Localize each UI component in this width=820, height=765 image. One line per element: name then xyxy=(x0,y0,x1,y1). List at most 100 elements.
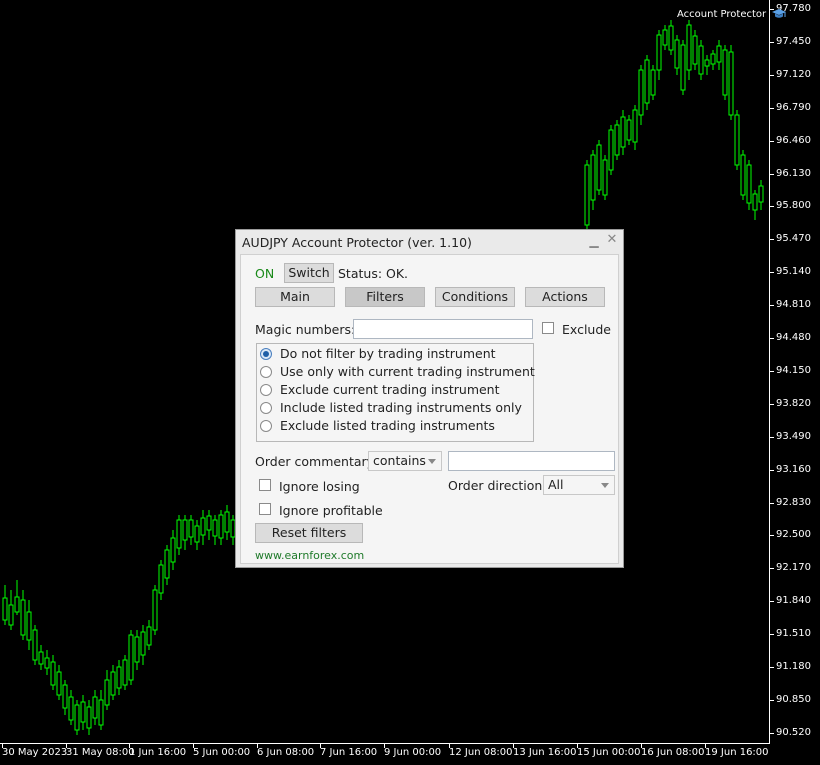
candle-body xyxy=(620,116,626,148)
candle-body xyxy=(746,164,752,204)
price-tick xyxy=(770,732,774,734)
candle-body xyxy=(722,49,728,96)
price-label: 97.450 xyxy=(776,35,811,47)
close-icon[interactable]: ✕ xyxy=(606,232,618,247)
time-label: 19 Jun 16:00 xyxy=(705,747,769,758)
minimize-icon[interactable]: ▁ xyxy=(589,234,599,248)
time-label: 12 Jun 08:00 xyxy=(449,747,513,758)
reset-filters-button[interactable]: Reset filters xyxy=(255,523,363,543)
time-tick xyxy=(384,744,385,748)
order-commentary-label: Order commentary xyxy=(255,454,375,469)
candle-body xyxy=(32,629,38,661)
radio-option-label[interactable]: Include listed trading instruments only xyxy=(280,400,522,415)
time-tick xyxy=(66,744,67,748)
ignore-profitable-label: Ignore profitable xyxy=(279,503,383,518)
price-label: 96.130 xyxy=(776,167,811,179)
candle-body xyxy=(602,159,608,196)
candle-body xyxy=(182,519,188,541)
status-text: Status: OK. xyxy=(338,266,409,281)
candle-body xyxy=(638,69,644,116)
time-tick xyxy=(2,744,3,748)
radio-option-label[interactable]: Exclude current trading instrument xyxy=(280,382,500,397)
candle-body xyxy=(584,164,590,226)
candle-body xyxy=(686,24,692,71)
time-label: 15 Jun 00:00 xyxy=(577,747,641,758)
candle-body xyxy=(68,696,74,721)
ignore-losing-checkbox[interactable] xyxy=(259,479,271,491)
candle-body xyxy=(44,657,50,669)
candle-body xyxy=(62,684,68,709)
candle-body xyxy=(104,679,110,706)
price-tick xyxy=(770,239,774,241)
candle-body xyxy=(26,611,32,641)
commentary-mode-select[interactable]: contains xyxy=(368,451,442,471)
time-tick xyxy=(193,744,194,748)
time-label: 16 Jun 08:00 xyxy=(641,747,705,758)
time-label: 13 Jun 16:00 xyxy=(513,747,577,758)
radio-option-label[interactable]: Exclude listed trading instruments xyxy=(280,418,495,433)
candle-body xyxy=(680,44,686,91)
candle-body xyxy=(200,517,206,536)
candle-body xyxy=(164,549,170,579)
tab-actions[interactable]: Actions xyxy=(525,287,605,307)
ea-name: Account Protector xyxy=(677,8,767,20)
candle-body xyxy=(122,659,128,686)
time-label: 6 Jun 08:00 xyxy=(257,747,315,758)
price-tick xyxy=(770,469,774,471)
candle-body xyxy=(56,671,62,696)
ea-indicator[interactable]: Account Protector xyxy=(677,8,787,20)
radio-option-label[interactable]: Use only with current trading instrument xyxy=(280,364,535,379)
tab-main[interactable]: Main xyxy=(255,287,335,307)
exclude-checkbox[interactable] xyxy=(542,322,554,334)
commentary-input[interactable] xyxy=(448,451,615,471)
price-tick xyxy=(770,667,774,668)
time-tick xyxy=(129,744,130,748)
tab-filters[interactable]: Filters xyxy=(345,287,425,307)
candle-body xyxy=(134,636,140,663)
radio-button[interactable] xyxy=(260,366,272,378)
radio-button[interactable] xyxy=(260,420,272,432)
candle-body xyxy=(92,696,98,719)
price-tick xyxy=(770,9,774,10)
magic-numbers-input[interactable] xyxy=(353,319,533,339)
candle-body xyxy=(140,631,146,656)
candle-body xyxy=(38,651,44,665)
price-tick xyxy=(770,370,774,372)
candle-body xyxy=(758,185,764,203)
price-label: 91.180 xyxy=(776,661,811,672)
panel-title: AUDJPY Account Protector (ver. 1.10) xyxy=(242,235,472,250)
website-link[interactable]: www.earnforex.com xyxy=(255,549,365,562)
price-chart[interactable] xyxy=(0,0,770,744)
radio-button[interactable] xyxy=(260,402,272,414)
time-label: 31 May 08:00 xyxy=(66,747,135,758)
price-label: 94.480 xyxy=(776,332,811,343)
order-direction-select[interactable]: All xyxy=(543,475,615,495)
candlestick-plot xyxy=(2,20,764,735)
switch-button[interactable]: Switch xyxy=(284,263,334,283)
ignore-profitable-checkbox[interactable] xyxy=(259,503,271,515)
magic-numbers-label: Magic numbers: xyxy=(255,322,356,337)
price-label: 90.520 xyxy=(776,726,811,738)
price-label: 96.790 xyxy=(776,101,811,113)
candle-body xyxy=(2,597,8,621)
price-tick xyxy=(770,436,774,438)
time-tick xyxy=(577,744,578,748)
radio-option-label[interactable]: Do not filter by trading instrument xyxy=(280,346,496,361)
price-tick xyxy=(770,699,774,701)
chevron-down-icon xyxy=(601,483,609,488)
candle-body xyxy=(662,29,668,46)
candle-body xyxy=(152,589,158,631)
tab-conditions[interactable]: Conditions xyxy=(435,287,515,307)
candle-body xyxy=(590,154,596,201)
radio-button[interactable] xyxy=(260,348,272,360)
price-label: 95.140 xyxy=(776,266,811,278)
price-label: 91.840 xyxy=(776,595,811,607)
radio-button[interactable] xyxy=(260,384,272,396)
time-tick xyxy=(513,744,514,748)
price-label: 91.510 xyxy=(776,628,811,640)
candle-body xyxy=(704,59,710,67)
price-label: 93.490 xyxy=(776,430,811,442)
candle-body xyxy=(116,666,122,689)
price-tick xyxy=(770,338,774,339)
candle-body xyxy=(728,51,734,116)
